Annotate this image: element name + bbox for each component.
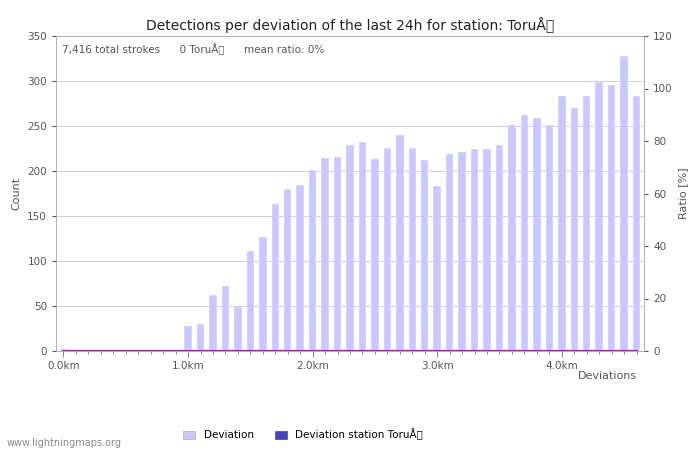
- Y-axis label: Count: Count: [12, 177, 22, 210]
- Bar: [259, 237, 267, 351]
- Bar: [433, 186, 441, 351]
- Bar: [85, 350, 92, 351]
- Bar: [533, 118, 540, 351]
- Bar: [309, 170, 316, 351]
- Bar: [346, 145, 354, 351]
- Text: www.lightningmaps.org: www.lightningmaps.org: [7, 438, 122, 448]
- Bar: [384, 148, 391, 351]
- Bar: [296, 185, 304, 351]
- Bar: [446, 154, 454, 351]
- Bar: [147, 350, 155, 351]
- Bar: [608, 85, 615, 351]
- Bar: [284, 189, 291, 351]
- Bar: [396, 135, 404, 351]
- Bar: [110, 350, 117, 351]
- Bar: [620, 56, 628, 351]
- Title: Detections per deviation of the last 24h for station: ToruÅ: Detections per deviation of the last 24h…: [146, 18, 554, 33]
- Bar: [409, 148, 416, 351]
- Bar: [60, 349, 67, 351]
- Bar: [122, 350, 130, 351]
- Bar: [596, 82, 603, 351]
- Text: Deviations: Deviations: [578, 371, 637, 381]
- Y-axis label: Ratio [%]: Ratio [%]: [678, 168, 688, 219]
- Bar: [334, 157, 342, 351]
- Bar: [471, 148, 478, 351]
- Bar: [583, 96, 590, 351]
- Bar: [570, 108, 578, 351]
- Bar: [371, 159, 379, 351]
- Bar: [160, 350, 167, 351]
- Bar: [272, 204, 279, 351]
- Bar: [197, 324, 204, 351]
- Bar: [633, 96, 641, 351]
- Bar: [97, 350, 104, 351]
- Bar: [558, 96, 566, 351]
- Bar: [234, 307, 241, 351]
- Bar: [172, 350, 179, 351]
- Bar: [72, 350, 80, 351]
- Bar: [508, 125, 516, 351]
- Bar: [496, 145, 503, 351]
- Bar: [321, 158, 329, 351]
- Bar: [545, 125, 553, 351]
- Bar: [184, 326, 192, 351]
- Bar: [358, 142, 366, 351]
- Bar: [458, 152, 466, 351]
- Bar: [209, 295, 217, 351]
- Bar: [483, 148, 491, 351]
- Text: 7,416 total strokes      0 ToruÅ      mean ratio: 0%: 7,416 total strokes 0 ToruÅ mean ratio:…: [62, 44, 324, 56]
- Bar: [134, 350, 142, 351]
- Bar: [521, 115, 528, 351]
- Bar: [246, 251, 254, 351]
- Bar: [222, 286, 229, 351]
- Bar: [421, 160, 428, 351]
